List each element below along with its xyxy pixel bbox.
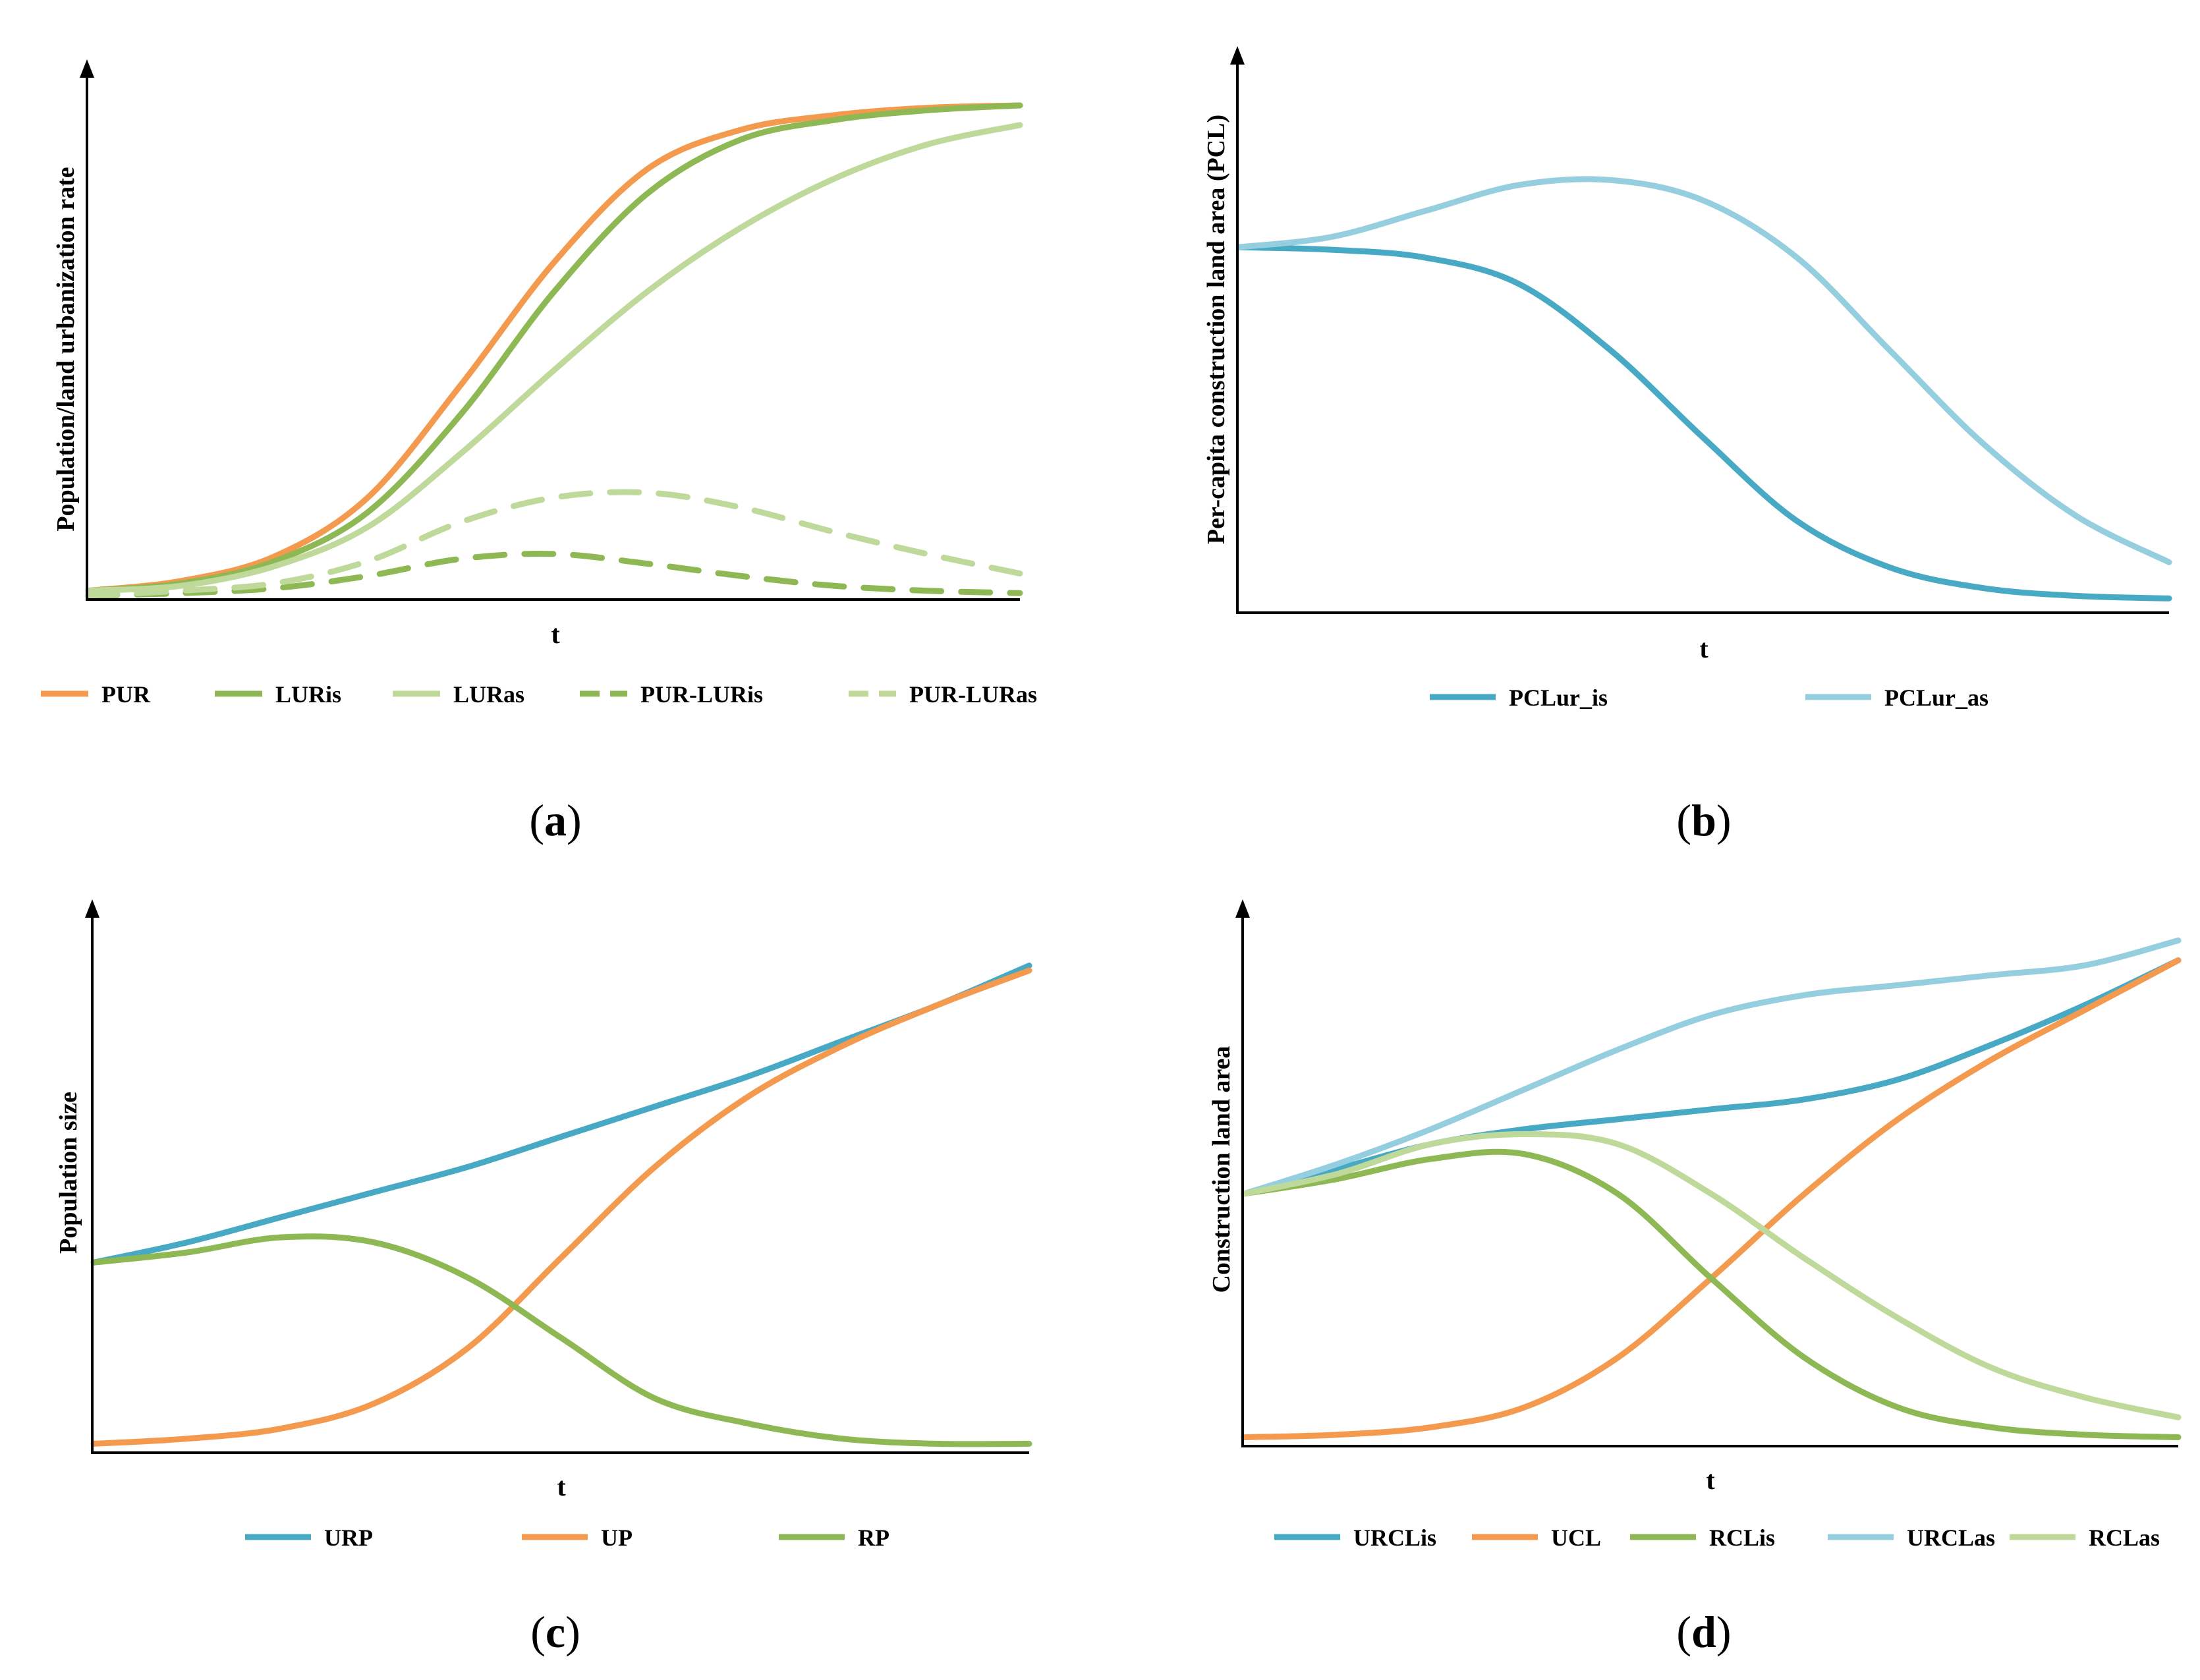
panel-a-chart: Population/land urbanization rate t PUR L… <box>41 59 1037 845</box>
series-urclas <box>1241 938 2182 1197</box>
panel-c-legend: URP UP RP <box>245 1525 889 1551</box>
legend-item-rclis: RCLis <box>1630 1525 1775 1551</box>
panel-a-xlabel: t <box>551 619 560 649</box>
legend-label: PUR-LURis <box>640 681 763 708</box>
panel-b-xlabel: t <box>1699 634 1708 663</box>
series-urp <box>90 963 1032 1266</box>
panel-a-legend: PUR LURis LURas PUR-LURis PUR-LURas <box>41 681 1037 708</box>
series-pclur-is <box>1235 244 2172 602</box>
legend-item-pur-luris: PUR-LURis <box>580 681 763 708</box>
y-axis-arrow-icon <box>1230 46 1245 65</box>
legend-item-pur-luras: PUR-LURas <box>849 681 1037 708</box>
legend-label: UP <box>601 1525 633 1551</box>
legend-label: LURas <box>453 681 524 708</box>
panel-b-legend: PCLur_is PCLur_as <box>1430 685 1988 711</box>
y-axis-arrow-icon <box>80 59 94 78</box>
legend-label: PCLur_as <box>1884 685 1988 711</box>
series-pur-luras <box>85 489 1023 599</box>
series-rclas <box>1241 1131 2182 1420</box>
panel-d-xlabel: t <box>1706 1465 1715 1495</box>
panel-b-chart: Per-capita construction land area (PCL) … <box>1202 46 2172 845</box>
legend-item-urclas: URCLas <box>1828 1525 1995 1551</box>
legend-label: RCLis <box>1709 1525 1775 1551</box>
legend-label: PUR <box>101 681 151 708</box>
panel-a-label: (a) <box>529 795 581 845</box>
panel-c-ylabel: Population size <box>55 1092 82 1254</box>
legend-label: LURis <box>275 681 341 708</box>
panel-c-chart: Population size t URP UP RP (c) <box>55 899 1032 1657</box>
legend-item-pclur-is: PCLur_is <box>1430 685 1608 711</box>
panel-c-plot <box>85 899 1032 1454</box>
legend-item-ucl: UCL <box>1472 1525 1601 1551</box>
series-rp <box>90 1233 1032 1447</box>
panel-c-label: (c) <box>530 1607 580 1657</box>
series-pur-luris <box>85 551 1023 599</box>
panel-d-label: (d) <box>1676 1607 1731 1657</box>
panel-d-legend: URCLis UCL RCLis URCLas RCLas <box>1274 1525 2160 1551</box>
panel-d-chart: Construction land area t URCLis UCL RCLis U… <box>1208 899 2182 1657</box>
panel-d-ylabel: Construction land area <box>1208 1046 1235 1293</box>
series-pur <box>85 102 1023 594</box>
legend-label: URP <box>324 1525 373 1551</box>
legend-item-pclur-as: PCLur_as <box>1805 685 1988 711</box>
legend-label: UCL <box>1551 1525 1601 1551</box>
panel-b-plot <box>1230 46 2172 614</box>
panel-c-xlabel: t <box>557 1472 566 1501</box>
series-up <box>90 967 1032 1447</box>
legend-item-urclis: URCLis <box>1274 1525 1436 1551</box>
legend-item-rclas: RCLas <box>2010 1525 2160 1551</box>
panel-b-label: (b) <box>1676 795 1731 845</box>
legend-item-pur: PUR <box>41 681 151 708</box>
y-axis-arrow-icon <box>1235 899 1250 918</box>
legend-item-up: UP <box>522 1525 633 1551</box>
legend-label: URCLas <box>1907 1525 1995 1551</box>
legend-label: URCLis <box>1353 1525 1436 1551</box>
legend-label: RP <box>858 1525 889 1551</box>
legend-label: PCLur_is <box>1509 685 1608 711</box>
panel-d-plot <box>1235 899 2182 1447</box>
legend-label: PUR-LURas <box>909 681 1037 708</box>
panel-b-ylabel: Per-capita construction land area (PCL) <box>1202 115 1230 544</box>
legend-item-rp: RP <box>779 1525 889 1551</box>
series-ucl <box>1241 957 2182 1440</box>
series-luris <box>85 102 1023 594</box>
legend-item-luras: LURas <box>393 681 524 708</box>
panel-a-ylabel: Population/land urbanization rate <box>52 167 80 531</box>
legend-label: RCLas <box>2089 1525 2160 1551</box>
legend-item-luris: LURis <box>215 681 341 708</box>
y-axis-arrow-icon <box>85 899 99 918</box>
panel-a-plot <box>80 59 1023 601</box>
series-luras <box>85 122 1023 594</box>
legend-item-urp: URP <box>245 1525 373 1551</box>
series-pclur-as <box>1235 176 2172 565</box>
series-rclis <box>1241 1148 2182 1440</box>
